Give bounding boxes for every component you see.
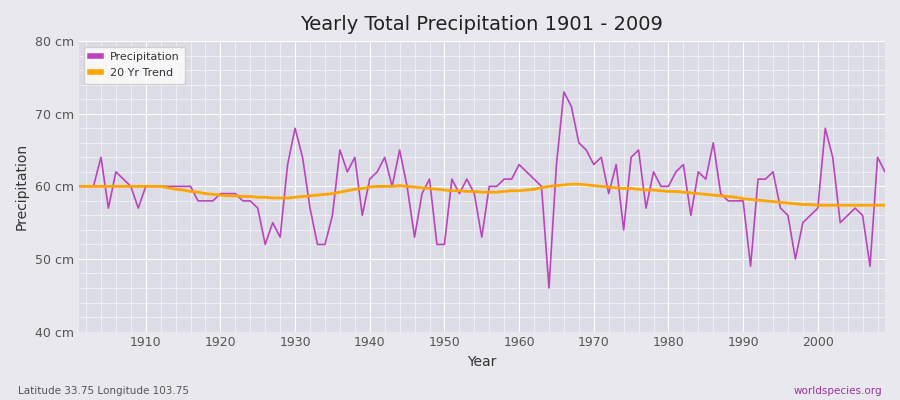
20 Yr Trend [514, 188, 525, 193]
Precipitation [879, 170, 890, 174]
20 Yr Trend [566, 182, 577, 186]
Precipitation [506, 177, 517, 182]
X-axis label: Year: Year [467, 355, 497, 369]
20 Yr Trend [133, 184, 144, 189]
Precipitation [618, 228, 629, 232]
20 Yr Trend [813, 203, 824, 208]
20 Yr Trend [506, 188, 517, 193]
20 Yr Trend [342, 188, 353, 193]
20 Yr Trend [879, 203, 890, 208]
Precipitation [544, 286, 554, 290]
Precipitation [559, 90, 570, 94]
Legend: Precipitation, 20 Yr Trend: Precipitation, 20 Yr Trend [84, 47, 185, 84]
20 Yr Trend [611, 185, 622, 190]
Precipitation [514, 162, 525, 167]
Y-axis label: Precipitation: Precipitation [15, 143, 29, 230]
20 Yr Trend [297, 194, 308, 199]
Line: Precipitation: Precipitation [78, 92, 885, 288]
20 Yr Trend [73, 184, 84, 189]
Text: worldspecies.org: worldspecies.org [794, 386, 882, 396]
Precipitation [342, 170, 353, 174]
Precipitation [297, 155, 308, 160]
Text: Latitude 33.75 Longitude 103.75: Latitude 33.75 Longitude 103.75 [18, 386, 189, 396]
Line: 20 Yr Trend: 20 Yr Trend [78, 184, 885, 205]
Title: Yearly Total Precipitation 1901 - 2009: Yearly Total Precipitation 1901 - 2009 [301, 15, 663, 34]
Precipitation [133, 206, 144, 210]
Precipitation [73, 184, 84, 189]
